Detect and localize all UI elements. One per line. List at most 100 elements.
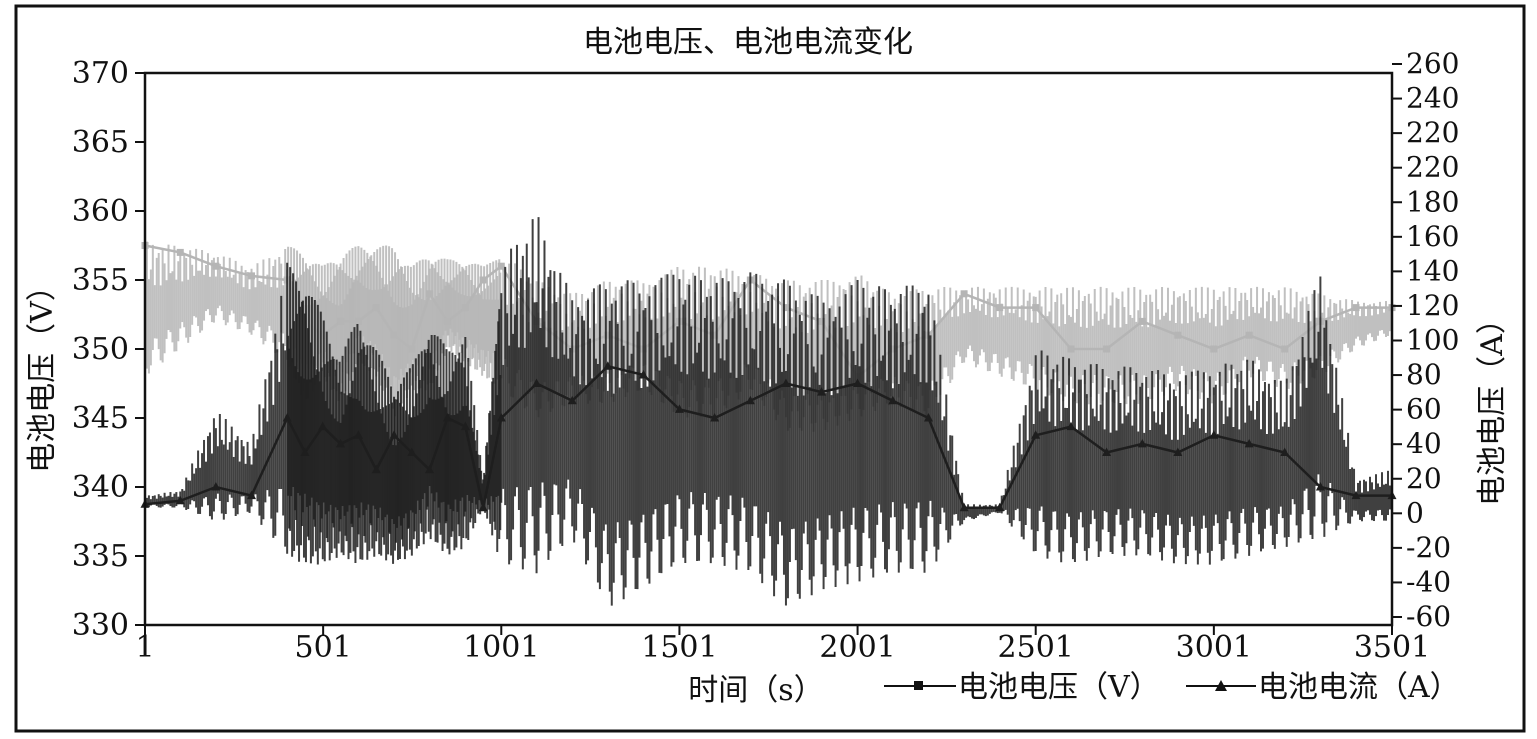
series-0-point — [176, 248, 184, 256]
series-1-point — [567, 395, 577, 405]
legend-voltage-label: 电池电压（V） — [958, 670, 1160, 705]
series-0-point — [960, 290, 968, 298]
right-tick-label: 120 — [1406, 289, 1459, 322]
series-0-point — [1032, 304, 1040, 312]
right-tick-label: 140 — [1406, 254, 1459, 287]
series-0-point — [1352, 304, 1360, 312]
y-axis-label-left: 电池电压（V） — [25, 271, 60, 473]
series-1-point — [923, 413, 933, 422]
series-0-point — [443, 317, 451, 325]
right-tick-label: 40 — [1406, 427, 1442, 460]
x-tick-label: 1501 — [641, 630, 717, 665]
right-axis-ticks: -60-40-200204060801001201401601802202202… — [1392, 47, 1459, 633]
series-1-point — [1137, 438, 1147, 448]
series-1-point — [247, 490, 257, 500]
right-tick-label: -60 — [1406, 600, 1451, 633]
series-0-point — [1174, 331, 1182, 339]
series-1-point — [300, 447, 310, 456]
x-tick-label: 1 — [135, 630, 154, 665]
series-0-point — [1138, 317, 1146, 325]
series-0-point — [212, 262, 220, 270]
series-1-point — [442, 413, 452, 422]
right-tick-label: 240 — [1406, 82, 1459, 115]
right-tick-label: 160 — [1406, 220, 1459, 253]
series-0-point — [497, 262, 505, 270]
series-0-point — [426, 290, 434, 298]
right-tick-label: 60 — [1406, 393, 1442, 426]
left-tick-label: 340 — [72, 470, 129, 505]
series-1-point — [1066, 421, 1076, 431]
series-1-point — [532, 378, 542, 387]
series-0-point — [782, 304, 790, 312]
series-1-point — [371, 464, 381, 474]
series-1-point — [478, 502, 488, 512]
left-tick-label: 335 — [72, 539, 129, 574]
series-1-point — [282, 413, 292, 422]
right-tick-label: 0 — [1406, 496, 1424, 529]
left-tick-label: 370 — [72, 56, 129, 91]
right-tick-label: 80 — [1406, 358, 1442, 391]
series-0-point — [818, 317, 826, 325]
series-0-point — [1245, 331, 1253, 339]
series-1-point — [995, 502, 1005, 512]
series-1-point — [1209, 430, 1219, 439]
legend: 电池电压（V） 电池电流（A） — [884, 670, 1460, 705]
series-1-point — [1351, 490, 1361, 500]
series-1-point — [638, 369, 648, 379]
series-0-point — [1281, 345, 1289, 353]
series-0-point — [479, 276, 487, 284]
series-1-point — [353, 430, 363, 439]
series-1-point — [710, 413, 720, 422]
x-tick-label: 2001 — [819, 630, 895, 665]
x-tick-label: 2501 — [998, 630, 1074, 665]
series-0-point — [248, 272, 256, 280]
series-1-point — [336, 438, 346, 448]
x-axis-label: 时间（s） — [688, 673, 823, 708]
series-1 — [140, 217, 1397, 606]
series-1-point — [817, 387, 827, 396]
left-tick-label: 330 — [72, 608, 129, 643]
legend-current-label: 电池电流（A） — [1258, 670, 1460, 705]
series-1-point — [1031, 430, 1041, 439]
series-1-point — [781, 378, 791, 387]
series-0-point — [372, 304, 380, 312]
right-tick-label: -20 — [1406, 531, 1451, 564]
series-0-point — [1067, 345, 1075, 353]
x-tick-label: 3001 — [1176, 630, 1252, 665]
series-0-point — [711, 331, 719, 339]
series-1-point — [1280, 447, 1290, 456]
x-tick-label: 501 — [295, 630, 352, 665]
x-tick-label: 1001 — [463, 630, 539, 665]
series-1-point — [407, 447, 417, 456]
left-tick-label: 345 — [72, 401, 129, 436]
series-1-point — [1173, 447, 1183, 456]
series-1-point — [1102, 447, 1112, 456]
left-axis-ticks: 330 335 340 345 350 355 360 365 370 — [72, 56, 145, 643]
series-0-point — [461, 304, 469, 312]
series-layer — [140, 217, 1397, 606]
right-tick-label: 100 — [1406, 324, 1459, 357]
series-0-point — [889, 345, 897, 353]
left-tick-label: 355 — [72, 263, 129, 298]
series-1-point — [603, 361, 613, 370]
series-0-point — [604, 331, 612, 339]
series-1-point — [959, 502, 969, 512]
left-tick-label: 350 — [72, 332, 129, 367]
series-1-point — [318, 421, 328, 431]
series-1-point — [888, 395, 898, 405]
series-1-point — [175, 495, 185, 505]
series-1-point — [496, 413, 506, 422]
series-1-point — [425, 464, 435, 474]
chart-title: 电池电压、电池电流变化 — [583, 25, 913, 60]
right-tick-label: -40 — [1406, 565, 1451, 598]
series-0-point — [337, 317, 345, 325]
series-1-point — [460, 421, 470, 431]
series-1-point — [211, 482, 221, 491]
series-1-point — [853, 378, 863, 387]
series-1-point — [1244, 438, 1254, 448]
series-0-point — [408, 345, 416, 353]
series-0-point — [996, 304, 1004, 312]
y-axis-label-right: 电池电压（A） — [1475, 304, 1510, 506]
legend-voltage-marker — [914, 681, 923, 690]
